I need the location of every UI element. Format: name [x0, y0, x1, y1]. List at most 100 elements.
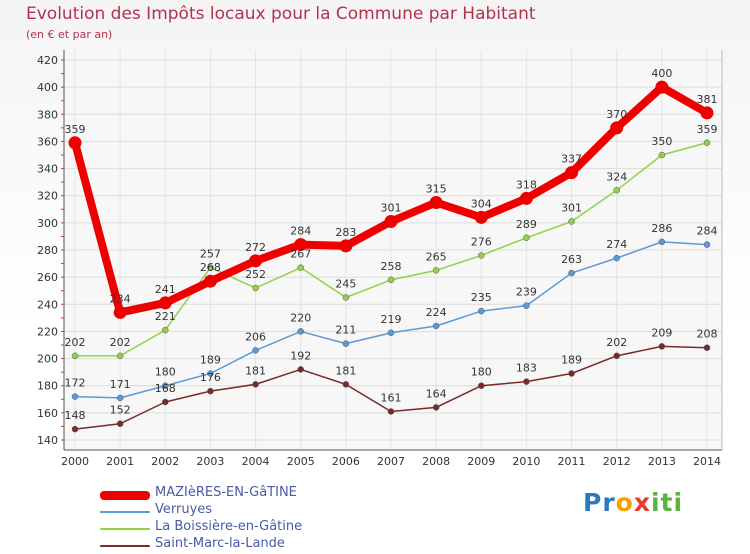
data-label: 400	[651, 67, 672, 80]
data-point	[703, 344, 711, 351]
data-point	[71, 393, 79, 400]
data-label: 208	[697, 328, 718, 341]
data-label: 234	[110, 292, 131, 305]
data-label: 211	[335, 324, 356, 337]
data-point	[658, 343, 666, 350]
legend-label: Verruyes	[155, 502, 213, 517]
data-point	[342, 340, 350, 347]
data-label: 263	[561, 253, 582, 266]
y-tick-label: 320	[37, 190, 58, 203]
data-label: 180	[471, 366, 492, 379]
data-label: 265	[426, 250, 447, 263]
x-tick-label: 2000	[61, 455, 89, 468]
data-point	[655, 80, 669, 94]
y-tick-label: 300	[37, 217, 58, 230]
data-point	[294, 238, 308, 252]
data-point	[568, 269, 575, 277]
data-point	[519, 191, 533, 205]
legend-swatch	[100, 511, 150, 513]
data-point	[429, 196, 443, 209]
data-label: 168	[155, 382, 176, 395]
data-label: 202	[65, 336, 86, 349]
data-label: 202	[110, 336, 131, 349]
data-point	[116, 394, 124, 402]
data-label: 359	[65, 123, 86, 136]
data-label: 180	[155, 366, 176, 379]
data-label: 272	[245, 241, 266, 254]
data-point	[68, 136, 82, 150]
data-label: 220	[290, 311, 311, 324]
data-point	[523, 378, 530, 385]
data-label: 239	[516, 286, 537, 299]
data-point	[207, 370, 214, 377]
data-label: 337	[561, 153, 582, 166]
data-point	[249, 254, 263, 268]
data-label: 171	[110, 378, 131, 391]
data-label: 370	[606, 108, 627, 121]
x-tick-label: 2004	[242, 455, 270, 468]
y-tick-label: 420	[37, 54, 58, 67]
data-label: 172	[65, 377, 86, 390]
data-point	[71, 425, 79, 433]
data-label: 252	[245, 268, 266, 281]
x-tick-label: 2001	[106, 455, 134, 468]
data-point	[658, 151, 666, 159]
legend-swatch	[100, 491, 150, 500]
data-label: 224	[426, 306, 447, 319]
data-point	[387, 329, 395, 337]
x-tick-label: 2003	[196, 455, 224, 468]
x-tick-label: 2012	[603, 455, 631, 468]
data-point	[384, 215, 398, 228]
data-label: 318	[516, 178, 537, 191]
data-point	[162, 326, 169, 334]
data-label: 206	[245, 330, 266, 343]
data-label: 284	[697, 225, 718, 238]
data-point	[478, 382, 485, 389]
data-point	[113, 305, 127, 319]
legend-label: MAZIèRES-EN-GâTINE	[155, 485, 297, 500]
data-label: 350	[651, 135, 672, 148]
data-label: 268	[200, 261, 221, 274]
data-point	[116, 352, 124, 360]
data-point	[297, 264, 304, 271]
data-label: 284	[290, 225, 311, 238]
data-label: 181	[335, 364, 356, 377]
y-tick-label: 240	[37, 298, 58, 311]
data-label: 324	[606, 170, 627, 183]
data-label: 219	[381, 313, 402, 326]
x-tick-label: 2007	[377, 455, 405, 468]
data-label: 286	[651, 222, 672, 235]
data-point	[474, 210, 488, 224]
data-point	[342, 381, 350, 388]
data-point	[478, 307, 485, 315]
data-point	[613, 187, 620, 194]
data-point	[339, 239, 353, 253]
line-chart: 140 160 180 200 220 240 260 280 300 320 340 360 380 4…	[37, 50, 723, 468]
data-point	[523, 234, 530, 242]
data-label: 381	[697, 93, 718, 106]
x-tick-label: 2008	[422, 455, 450, 468]
data-point	[342, 294, 350, 301]
data-point	[613, 352, 620, 360]
y-tick-label: 380	[37, 108, 58, 121]
data-point	[432, 322, 440, 330]
chart-subtitle: (en € et par an)	[26, 28, 113, 41]
data-point	[478, 252, 485, 259]
data-label: 189	[200, 354, 221, 367]
data-label: 189	[561, 354, 582, 367]
data-label: 152	[110, 404, 131, 417]
legend-label: La Boissière-en-Gâtine	[155, 519, 303, 534]
data-point	[207, 264, 214, 271]
data-point	[568, 218, 575, 225]
y-tick-label: 360	[37, 135, 58, 148]
data-point	[252, 381, 259, 388]
logo-part-pr: Pr	[583, 488, 616, 517]
data-point	[432, 404, 440, 411]
data-label: 181	[245, 364, 266, 377]
data-label: 235	[471, 291, 492, 304]
y-tick-label: 280	[37, 244, 58, 257]
x-tick-label: 2002	[151, 455, 179, 468]
y-tick-label: 400	[37, 81, 58, 94]
data-point	[387, 276, 395, 284]
